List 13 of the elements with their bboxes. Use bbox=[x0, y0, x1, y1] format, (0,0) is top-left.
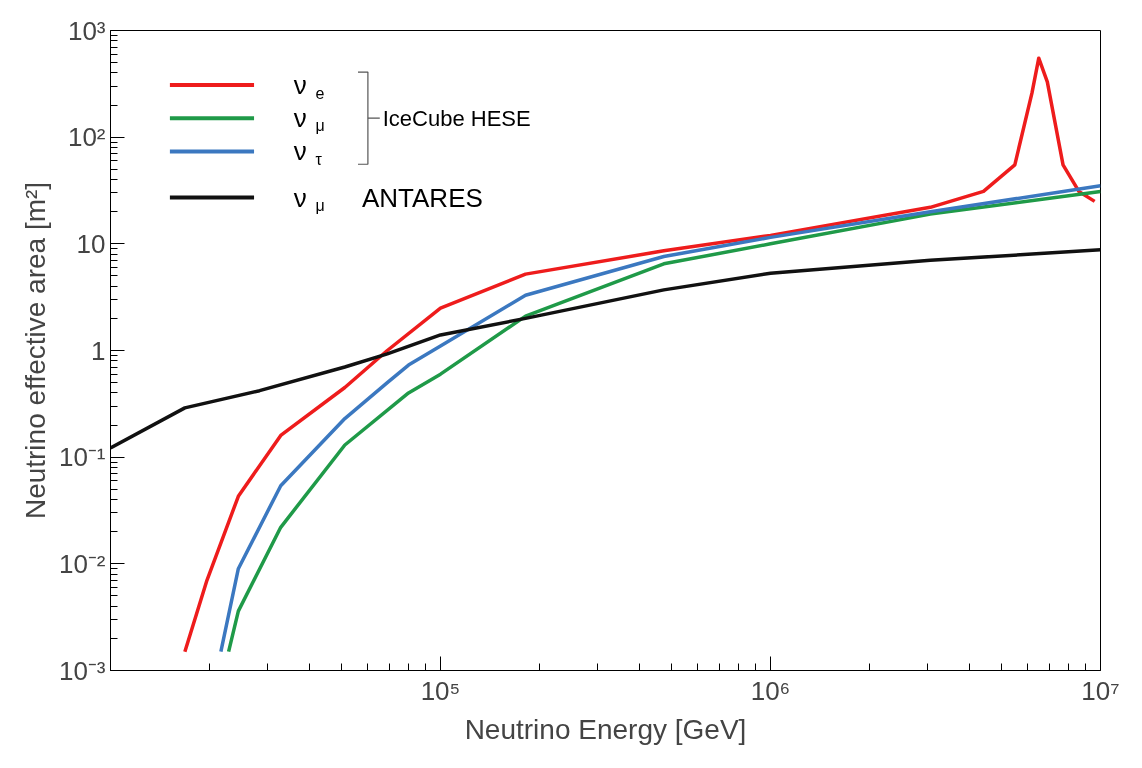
annotation: IceCube HESE bbox=[382, 105, 531, 131]
x-tick-label: 10⁶ bbox=[750, 675, 791, 706]
y-tick-label: 10 bbox=[76, 228, 106, 259]
y-tick-label: 10³ bbox=[67, 15, 106, 46]
x-tick-label: 10⁷ bbox=[1081, 675, 1120, 706]
y-tick-label: 10⁻¹ bbox=[58, 442, 106, 473]
x-axis-title: Neutrino Energy [GeV] bbox=[464, 713, 747, 745]
y-tick-label: 10⁻³ bbox=[58, 655, 106, 686]
y-tick-label: 10⁻² bbox=[58, 548, 106, 579]
y-tick-label: 1 bbox=[91, 335, 106, 366]
y-axis-title: Neutrino effective area [m²] bbox=[19, 181, 51, 520]
y-tick-label: 10² bbox=[67, 122, 106, 153]
x-tick-label: 10⁵ bbox=[420, 675, 461, 706]
